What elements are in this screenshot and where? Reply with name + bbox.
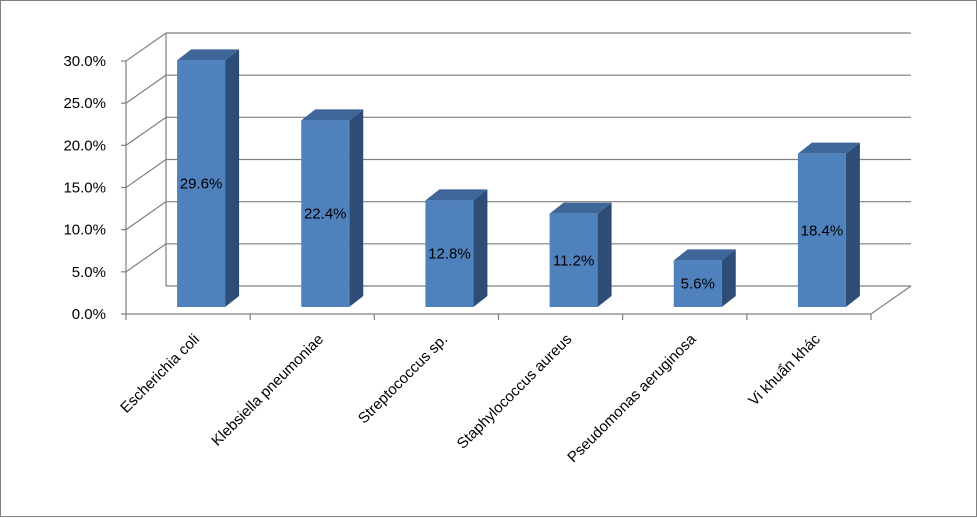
data-labels: 29.6% 22.4% 12.8% 11.2% 5.6% 18.4%	[180, 176, 843, 293]
bar-top	[797, 142, 860, 154]
gridlines	[125, 32, 911, 287]
category-label: Pseudomonas aeruginosa	[564, 330, 700, 466]
gridline-diagonal	[125, 32, 167, 62]
bar	[177, 49, 240, 308]
category-label: Staphylococcus aureus	[454, 331, 576, 453]
y-tick-label: 30.0%	[63, 53, 106, 70]
bar-front	[177, 60, 226, 308]
bars	[177, 49, 860, 308]
bar-top	[301, 109, 364, 121]
bar	[549, 202, 612, 307]
bar-front	[425, 200, 474, 307]
bar-side	[721, 249, 736, 307]
data-label: 5.6%	[681, 276, 715, 293]
axes	[125, 33, 912, 320]
bar-front	[673, 260, 722, 307]
gridline-diagonal	[125, 243, 167, 273]
y-tick-label: 0.0%	[72, 306, 106, 323]
bar-side	[225, 49, 240, 307]
gridline-diagonal	[125, 116, 167, 146]
bar-side	[845, 142, 860, 307]
bar	[301, 109, 364, 307]
y-tick-label: 10.0%	[63, 222, 106, 239]
data-label: 29.6%	[180, 176, 223, 193]
bar-side	[473, 189, 488, 307]
data-label: 22.4%	[304, 206, 347, 223]
bar-front	[301, 120, 350, 307]
bar-top	[425, 189, 488, 201]
category-label: Escherichia coli	[117, 331, 203, 417]
x-axis-labels: Escherichia coli Klebsiella pneumoniae Str…	[117, 330, 824, 466]
data-label: 12.8%	[428, 246, 471, 263]
category-label: Vi khuẩn khác	[745, 330, 824, 409]
category-label: Streptococcus sp.	[355, 331, 451, 427]
gridline-diagonal	[125, 159, 167, 188]
bar-front	[797, 153, 846, 307]
data-label: 11.2%	[553, 252, 594, 269]
y-tick-label: 15.0%	[63, 180, 106, 197]
bar-side	[349, 109, 364, 307]
data-label: 18.4%	[801, 222, 844, 239]
bar	[797, 142, 860, 307]
bar-side	[597, 202, 612, 307]
bar-front	[549, 213, 598, 307]
bar-top	[177, 49, 240, 61]
category-label: Klebsiella pneumoniae	[208, 331, 327, 450]
y-tick-label: 5.0%	[72, 264, 106, 281]
gridline-diagonal	[125, 201, 167, 231]
bar	[673, 249, 736, 307]
bar	[425, 189, 488, 307]
floor-edge	[870, 285, 912, 315]
y-axis-ticks: 0.0% 5.0% 10.0% 15.0% 20.0% 25.0% 30.0%	[63, 53, 126, 323]
bar-top	[549, 202, 612, 214]
bar-top	[673, 249, 736, 261]
y-tick-label: 25.0%	[63, 95, 106, 112]
y-tick-label: 20.0%	[63, 137, 106, 154]
gridline-diagonal	[125, 74, 167, 104]
